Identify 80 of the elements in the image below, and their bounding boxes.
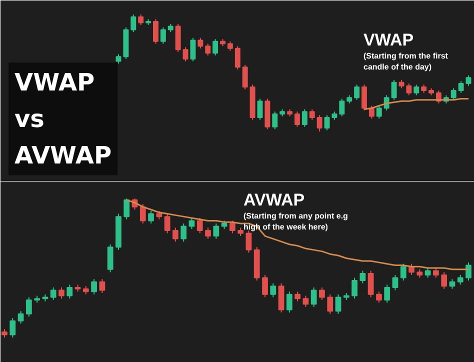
candlestick xyxy=(160,26,166,44)
candlestick xyxy=(234,46,240,70)
candlestick xyxy=(392,274,398,291)
candlestick xyxy=(212,38,218,56)
candlestick xyxy=(424,268,431,278)
candlestick xyxy=(175,23,181,52)
text: VWAP vs AVWAP xyxy=(14,68,112,170)
candlestick xyxy=(66,284,73,300)
candlestick xyxy=(324,114,330,131)
candlestick xyxy=(400,263,406,282)
candlestick xyxy=(182,46,188,62)
candlestick xyxy=(257,98,263,120)
candlestick xyxy=(391,80,397,100)
candlestick xyxy=(26,296,32,318)
candlestick xyxy=(172,227,178,242)
candlestick xyxy=(196,217,203,234)
candlestick xyxy=(188,217,195,230)
candlestick xyxy=(450,88,456,100)
candlestick xyxy=(458,80,464,94)
candlestick xyxy=(272,111,278,130)
candlestick xyxy=(316,114,322,132)
candlestick xyxy=(302,108,308,128)
candlestick xyxy=(466,262,472,282)
candlestick xyxy=(116,54,122,64)
candlestick xyxy=(327,294,334,314)
candlestick xyxy=(246,230,252,254)
candlestick xyxy=(376,291,382,304)
candlestick xyxy=(360,270,366,284)
candlestick xyxy=(466,74,472,86)
candlestick xyxy=(310,286,317,308)
candlestick xyxy=(124,198,130,220)
candlestick xyxy=(270,282,276,298)
candlestick xyxy=(368,105,374,120)
candlestick xyxy=(368,270,374,298)
candlestick xyxy=(319,286,325,300)
candlestick xyxy=(449,278,456,290)
candlestick xyxy=(140,204,146,224)
candlestick xyxy=(130,14,136,33)
candlestick xyxy=(339,98,345,117)
candlestick xyxy=(352,277,358,300)
candlestick xyxy=(91,278,97,295)
candlestick xyxy=(278,282,284,313)
candlestick xyxy=(50,286,56,300)
candlestick xyxy=(153,18,158,44)
candlestick xyxy=(198,37,204,49)
candlestick xyxy=(18,310,24,324)
candlestick xyxy=(10,318,16,338)
candlestick xyxy=(286,291,292,313)
text: (Starting from the first candle of the day) xyxy=(364,52,448,72)
candlestick xyxy=(58,286,64,300)
candlestick xyxy=(148,210,154,224)
candlestick xyxy=(190,37,196,62)
candlestick xyxy=(205,227,211,240)
candlestick xyxy=(138,14,144,26)
candlestick xyxy=(354,84,360,100)
candlestick xyxy=(242,64,248,90)
candlestick xyxy=(441,272,448,290)
candlestick xyxy=(294,111,300,128)
candlestick xyxy=(406,83,412,96)
candlestick xyxy=(229,220,236,234)
candlestick xyxy=(164,213,170,234)
text: VWAP xyxy=(364,30,414,50)
candlestick xyxy=(262,274,268,298)
chart-title: AVWAP xyxy=(244,190,305,210)
candlestick xyxy=(213,223,220,240)
candlestick xyxy=(180,223,187,242)
candlestick xyxy=(99,278,106,294)
candlestick xyxy=(309,108,315,120)
candlestick xyxy=(294,291,300,302)
candlestick xyxy=(432,268,439,278)
candlestick xyxy=(107,244,114,273)
candlestick xyxy=(384,284,390,304)
candlestick xyxy=(302,295,309,308)
candlestick xyxy=(414,84,420,96)
candlestick xyxy=(205,43,211,56)
candlestick xyxy=(227,40,233,52)
candlestick xyxy=(335,294,342,314)
candlestick xyxy=(362,84,367,111)
candlestick xyxy=(376,105,382,120)
candlestick xyxy=(457,274,464,286)
